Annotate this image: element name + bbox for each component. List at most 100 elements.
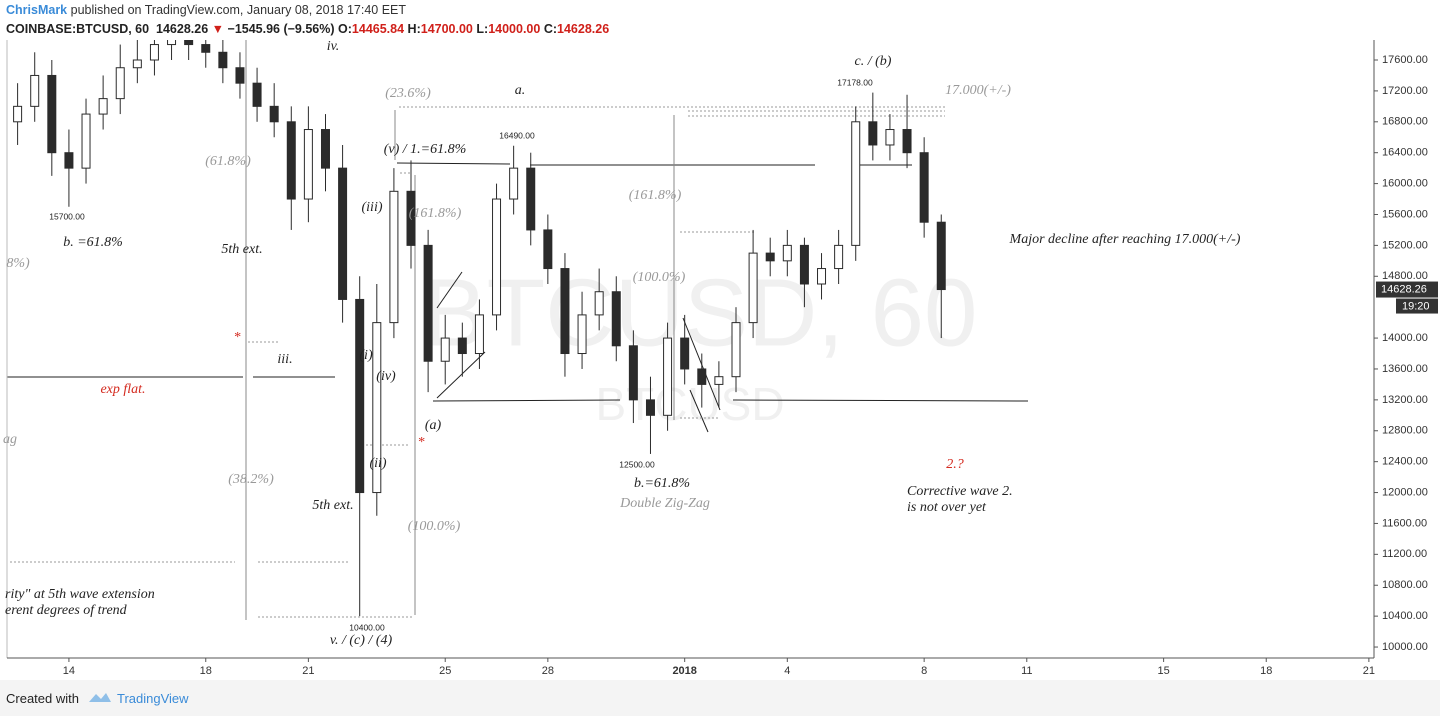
candle-body	[509, 167, 519, 200]
ohlc-label: C:	[543, 22, 558, 36]
x-tick-label: 2018	[672, 665, 696, 677]
candle-body	[303, 129, 313, 200]
annotation: 17178.00	[837, 77, 873, 87]
annotation: (iv)	[376, 369, 396, 384]
candle-body	[851, 121, 861, 246]
annotation: c. / (b)	[855, 54, 892, 69]
drawings	[7, 40, 1029, 620]
y-tick-label: 10000.00	[1382, 641, 1428, 653]
countdown: 19:20	[1402, 300, 1430, 312]
candle-body	[628, 345, 638, 401]
watermark-sub: BTCUSD	[595, 378, 784, 430]
candles	[13, 40, 946, 617]
ohlc-value: 14700.00	[420, 22, 473, 36]
annotation: (161.8%)	[409, 206, 462, 221]
candle-body	[13, 105, 23, 123]
candle-body	[594, 291, 604, 316]
header-line: ChrisMark published on TradingView.com, …	[6, 3, 406, 17]
candle-body	[201, 44, 211, 53]
candle-body	[697, 368, 707, 385]
last: 14628.26	[156, 22, 209, 36]
candle-body	[919, 152, 929, 223]
symbol-line: COINBASE:BTCUSD, 60 14628.26 ▼ −1545.96 …	[6, 22, 609, 36]
symbol: COINBASE:BTCUSD, 60	[6, 22, 150, 36]
annotation: Corrective wave 2.	[907, 484, 1013, 499]
annotation: b.=61.8%	[634, 476, 690, 491]
x-tick-label: 25	[439, 665, 451, 677]
candle-body	[423, 244, 433, 362]
countdown-tag	[1396, 298, 1438, 314]
ohlc-value: 14465.84	[351, 22, 405, 36]
annotation: Major decline after reaching 17.000(+/-)	[1009, 232, 1241, 247]
watermark: BTCUSD, 60	[423, 259, 978, 366]
annotation: (a)	[425, 418, 442, 433]
annotation: (100.0%)	[633, 270, 686, 285]
y-tick-label: 10400.00	[1382, 610, 1428, 622]
candle-body	[868, 121, 878, 146]
candle-body	[748, 252, 758, 324]
ohlc-label: H:	[407, 22, 421, 36]
annotation: Double Zig-Zag	[619, 496, 710, 511]
candle-body	[286, 121, 296, 200]
arrow: ▼	[211, 22, 225, 36]
footer: Created with TradingView	[0, 680, 1440, 716]
trend-line	[732, 399, 1029, 402]
x-tick-label: 11	[1021, 665, 1032, 677]
x-tick-label: 28	[542, 665, 554, 677]
trend-line	[432, 399, 621, 402]
candle-body	[338, 167, 348, 300]
y-tick-label: 15200.00	[1382, 239, 1428, 251]
candle-body	[167, 40, 177, 46]
annotation: (ii)	[369, 456, 386, 471]
logo	[89, 693, 111, 702]
annotation: (61.8%)	[205, 154, 251, 169]
candle-body	[474, 314, 484, 355]
annotation: is not over yet	[907, 500, 987, 515]
y-tick-label: 10800.00	[1382, 579, 1428, 591]
y-tick-label: 15600.00	[1382, 208, 1428, 220]
annotation: exp flat.	[100, 382, 145, 397]
candle-body	[714, 376, 724, 385]
annotation: iv.	[327, 39, 340, 54]
chart: BTCUSD, 60 BTCUSD 10000.00 10400.00 10800.…	[3, 39, 1438, 677]
ohlc-label: L:	[476, 22, 489, 36]
candle-body	[98, 98, 108, 115]
y-tick-label: 16800.00	[1382, 116, 1428, 128]
annotation: 16490.00	[499, 130, 535, 140]
author[interactable]: ChrisMark	[6, 3, 68, 17]
x-tick-label: 21	[302, 665, 314, 677]
annotation: erent degrees of trend	[5, 603, 128, 618]
candle-body	[902, 129, 912, 154]
x-tick-label: 18	[1260, 665, 1272, 677]
annotation: iii.	[277, 352, 292, 367]
y-tick-label: 13200.00	[1382, 394, 1428, 406]
candle-body	[680, 337, 690, 370]
trend-line	[396, 162, 511, 165]
annotation: 2.?	[946, 457, 964, 472]
y-tick-label: 16000.00	[1382, 177, 1428, 189]
annotation: 12500.00	[619, 459, 655, 469]
annotation: rity" at 5th wave extension	[5, 587, 155, 602]
brand[interactable]: TradingView	[117, 691, 189, 706]
annotation: v. / (c) / (4)	[330, 633, 393, 648]
annotation: *	[234, 330, 241, 345]
annotation: (38.2%)	[228, 472, 274, 487]
candle-body	[184, 40, 194, 46]
x-tick-label: 14	[63, 665, 75, 677]
y-tick-label: 16400.00	[1382, 147, 1428, 159]
y-tick-label: 12800.00	[1382, 425, 1428, 437]
annotation: b. =61.8%	[63, 235, 123, 250]
y-tick-label: 12400.00	[1382, 456, 1428, 468]
candle-body	[81, 113, 91, 169]
candle-body	[389, 190, 399, 324]
y-tick-label: 13600.00	[1382, 363, 1428, 375]
y-tick-label: 12000.00	[1382, 486, 1428, 498]
annotation: a.	[515, 83, 526, 98]
candle-body	[269, 105, 279, 123]
candle-body	[731, 322, 741, 378]
candle-body	[611, 291, 621, 347]
candle-body	[252, 82, 262, 107]
candle-body	[526, 167, 536, 231]
trend-line	[436, 271, 463, 309]
